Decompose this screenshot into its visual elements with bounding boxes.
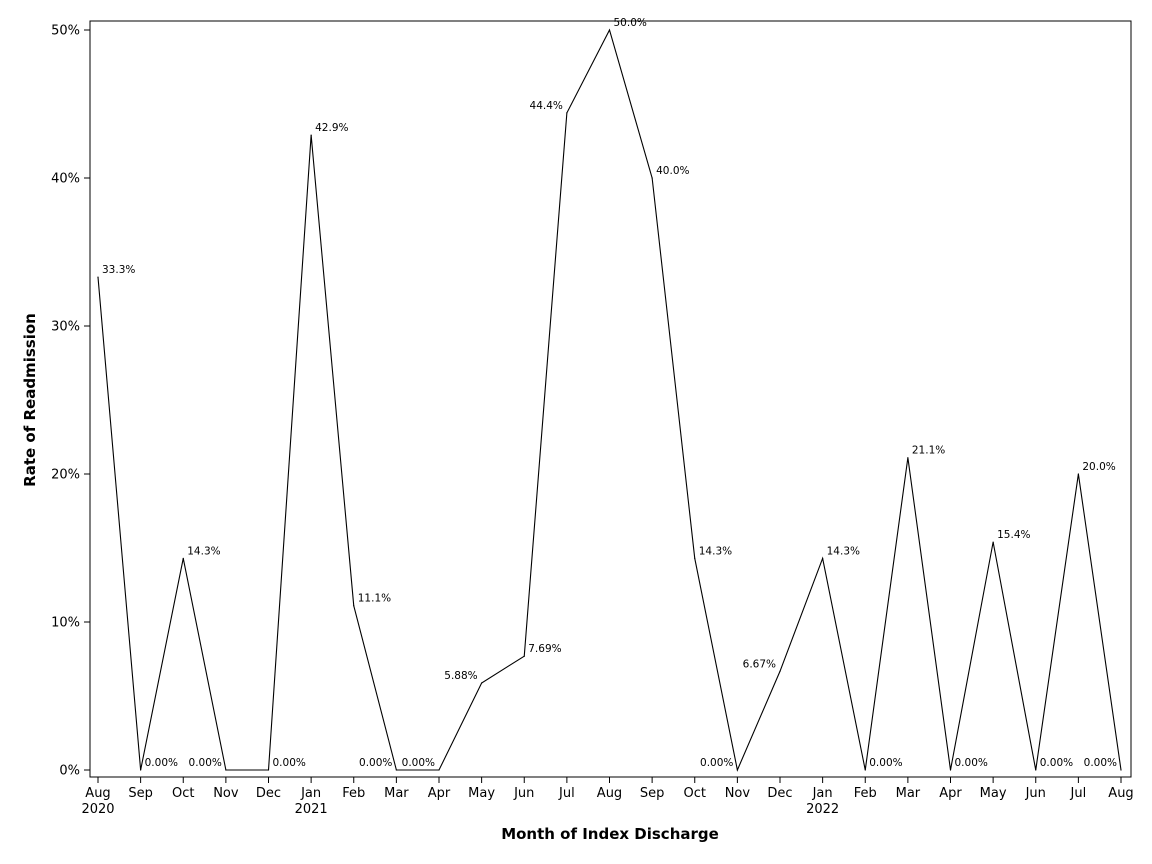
data-point [438, 769, 440, 771]
y-axis-title: Rate of Readmission [21, 313, 39, 487]
x-tick-label: Jan [812, 786, 833, 801]
data-point [182, 557, 184, 559]
x-tick-label: Dec [767, 786, 792, 801]
x-tick-label: Aug [85, 786, 110, 801]
y-tick-label: 10% [51, 616, 80, 631]
series [97, 28, 1122, 772]
x-axis-title: Month of Index Discharge [501, 825, 719, 843]
data-label: 21.1% [912, 445, 945, 457]
x-tick-label: Dec [256, 786, 281, 801]
x-tick-label: Jun [513, 786, 534, 801]
data-label: 14.3% [827, 545, 860, 557]
data-point [97, 276, 99, 278]
x-tick-label: Feb [342, 786, 365, 801]
x-tick-label: May [980, 786, 1007, 801]
data-label: 0.00% [145, 757, 178, 769]
x-tick-label: Jun [1025, 786, 1046, 801]
y-axis: 0% 10% 20% 30% 40% 50% [51, 24, 90, 779]
data-point [651, 177, 653, 179]
data-point [779, 670, 781, 672]
x-tick-label: Nov [725, 786, 751, 801]
data-label: 50.0% [614, 17, 647, 29]
y-tick-label: 50% [51, 24, 80, 39]
data-label: 0.00% [273, 757, 306, 769]
data-point [736, 769, 738, 771]
data-label: 15.4% [997, 529, 1030, 541]
data-point [907, 457, 909, 459]
data-label: 5.88% [444, 670, 477, 682]
data-label: 0.00% [869, 757, 902, 769]
data-point [523, 655, 525, 657]
data-label: 0.00% [1084, 757, 1117, 769]
data-label: 33.3% [102, 264, 135, 276]
x-tick-label: Feb [854, 786, 877, 801]
data-label: 0.00% [189, 757, 222, 769]
data-point [353, 605, 355, 607]
data-label: 0.00% [955, 757, 988, 769]
data-point [822, 557, 824, 559]
data-point [310, 134, 312, 136]
plot-frame [89, 20, 1132, 778]
x-tick-label: Aug [597, 786, 622, 801]
data-label: 14.3% [699, 545, 732, 557]
x-tick-label: Mar [896, 786, 921, 801]
data-point [608, 29, 611, 31]
data-label: 0.00% [1040, 757, 1073, 769]
data-point [992, 541, 994, 543]
x-tick-label: May [468, 786, 495, 801]
y-tick-label: 30% [51, 320, 80, 335]
data-point [864, 769, 866, 771]
x-year-label: 2020 [81, 802, 114, 817]
data-label: 7.69% [528, 643, 561, 655]
x-year-label: 2021 [295, 802, 328, 817]
y-tick-label: 20% [51, 468, 80, 483]
data-label: 0.00% [700, 757, 733, 769]
data-label: 44.4% [530, 100, 563, 112]
x-tick-label: Oct [172, 786, 194, 801]
x-tick-label: Sep [640, 786, 665, 801]
x-tick-label: Sep [128, 786, 153, 801]
data-label: 20.0% [1082, 461, 1115, 473]
data-label: 40.0% [656, 165, 689, 177]
data-point [225, 769, 227, 771]
x-tick-label: Oct [684, 786, 706, 801]
data-label: 14.3% [187, 545, 220, 557]
data-point [267, 769, 270, 771]
x-tick-label: Jan [300, 786, 321, 801]
x-tick-label: Apr [939, 786, 962, 801]
series-line [97, 28, 1122, 772]
data-point [140, 769, 142, 771]
data-label: 42.9% [315, 122, 348, 134]
x-axis: Aug Sep Oct Nov Dec Jan Feb Mar Apr May Jun Jul Aug S… [81, 777, 1134, 817]
y-tick-label: 0% [59, 764, 80, 779]
data-label: 6.67% [743, 658, 776, 670]
x-tick-label: Jul [558, 786, 575, 801]
data-point [1077, 473, 1079, 475]
data-point [395, 769, 397, 771]
data-point [481, 682, 483, 684]
data-point [566, 112, 568, 114]
data-label: 0.00% [359, 757, 392, 769]
data-label: 11.1% [358, 593, 391, 605]
x-tick-label: Mar [384, 786, 409, 801]
data-point [949, 769, 952, 771]
data-labels: 33.3% 0.00% 14.3% 0.00% 0.00% 42.9% 11.1% 0.00%… [102, 17, 1117, 769]
x-tick-label: Nov [213, 786, 239, 801]
x-year-label: 2022 [806, 802, 839, 817]
data-point [694, 557, 696, 559]
x-tick-label: Apr [428, 786, 451, 801]
x-tick-label: Aug [1108, 786, 1133, 801]
x-tick-label: Jul [1070, 786, 1087, 801]
data-point [1120, 769, 1122, 771]
y-tick-label: 40% [51, 172, 80, 187]
data-point [1035, 769, 1037, 771]
data-label: 0.00% [402, 757, 435, 769]
